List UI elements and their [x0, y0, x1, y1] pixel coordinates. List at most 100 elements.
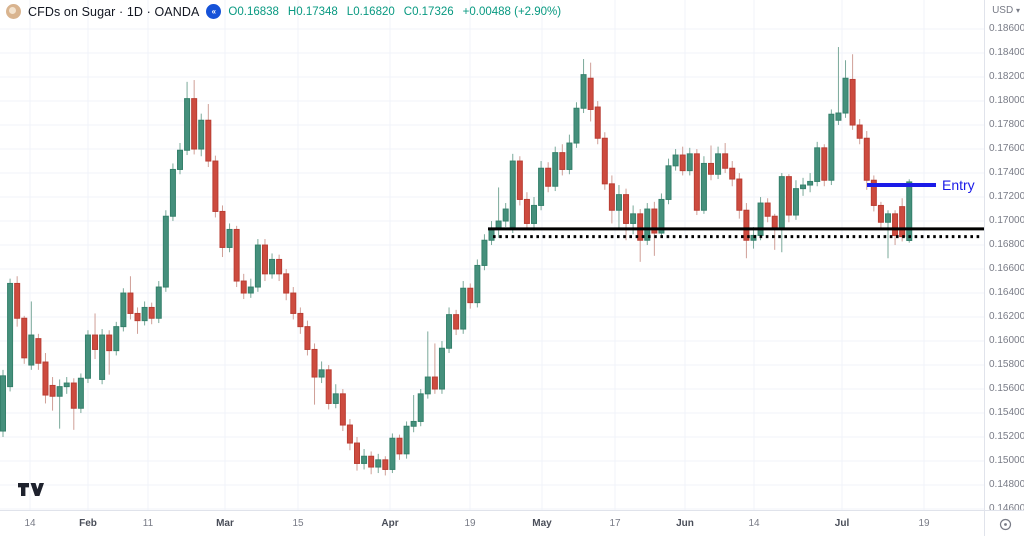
candle — [169, 163, 176, 222]
price-axis-label: 0.17600 — [989, 143, 1024, 155]
candle-body — [658, 198, 665, 234]
candle-body — [566, 142, 573, 170]
candle-body — [28, 334, 35, 366]
candle-body — [899, 206, 906, 238]
candle — [743, 203, 750, 259]
candle — [580, 59, 587, 114]
candle-body — [247, 286, 254, 294]
candle — [814, 141, 821, 187]
candle-body — [77, 377, 84, 409]
candle — [283, 269, 290, 301]
candle-body — [226, 228, 233, 248]
candle-body — [814, 147, 821, 182]
price-axis-label: 0.16200 — [989, 311, 1024, 323]
candle — [177, 143, 183, 175]
candle — [417, 389, 424, 427]
candle-body — [431, 376, 438, 390]
candle-body — [580, 74, 587, 109]
candle-body — [361, 455, 368, 464]
candle-body — [495, 220, 502, 229]
candle — [835, 47, 842, 126]
change-value: +0.00488 (+2.90%) — [462, 5, 562, 18]
time-axis[interactable]: 14 Feb 11 Mar 15 Apr 19 May 17 Jun 14 Jul 19 — [0, 510, 984, 536]
price-axis-label: 0.17400 — [989, 167, 1024, 179]
candle-body — [127, 292, 134, 314]
candle — [155, 281, 162, 324]
time-axis-label: 14 — [748, 518, 760, 529]
candle — [438, 341, 445, 394]
price-axis-label: 0.18600 — [989, 23, 1024, 35]
symbol-title[interactable]: CFDs on Sugar · 1D · OANDA — [28, 4, 200, 19]
price-scale-settings-icon[interactable] — [999, 518, 1012, 531]
entry-label[interactable]: Entry — [942, 177, 975, 193]
candle — [877, 201, 884, 229]
candle-body — [240, 280, 247, 294]
candle-body — [141, 306, 148, 322]
candle-body — [49, 384, 56, 397]
time-axis-label: 19 — [918, 518, 930, 529]
candle — [552, 146, 559, 192]
candle-body — [672, 154, 679, 167]
candle — [162, 210, 169, 292]
candle — [531, 197, 537, 231]
candle-body — [290, 292, 297, 314]
candle-body — [821, 147, 828, 181]
candle — [191, 80, 198, 155]
candle — [481, 234, 488, 271]
candle — [318, 361, 325, 384]
candle-body — [410, 420, 417, 427]
candle-body — [856, 124, 863, 139]
candle-body — [63, 382, 70, 388]
candle-body — [0, 375, 6, 432]
candle-body — [276, 258, 283, 275]
candle — [127, 276, 134, 320]
price-axis-label: 0.17200 — [989, 191, 1024, 203]
candle — [771, 213, 778, 250]
candle-body — [623, 194, 630, 224]
candle — [679, 146, 686, 176]
candle — [615, 185, 622, 229]
currency-selector[interactable]: USD ▾ — [992, 5, 1020, 16]
time-axis-label: Feb — [79, 518, 97, 529]
candle — [906, 179, 913, 243]
grid-layer — [0, 0, 984, 510]
candle-body — [148, 306, 155, 319]
candle — [346, 419, 353, 451]
chart-canvas[interactable]: Entry — [0, 0, 984, 510]
candle-body — [318, 369, 325, 378]
candle — [757, 197, 764, 241]
candle — [21, 315, 28, 364]
candle — [354, 437, 360, 471]
candle — [106, 330, 113, 375]
candle-body — [792, 188, 799, 216]
candle — [28, 301, 35, 370]
candle-body — [120, 292, 127, 328]
candle — [120, 288, 127, 332]
candle-body — [460, 287, 467, 330]
candle — [446, 307, 453, 354]
candle-body — [729, 167, 736, 180]
price-axis-label: 0.15200 — [989, 431, 1024, 443]
candle — [516, 156, 523, 206]
ohlc-item: O0.16838 — [228, 5, 279, 18]
candle — [778, 173, 785, 253]
tradingview-logo[interactable] — [18, 482, 44, 502]
price-axis-label: 0.16600 — [989, 263, 1024, 275]
candle-body — [453, 314, 460, 330]
candle-body — [14, 282, 21, 319]
candle-body — [679, 154, 686, 172]
price-axis-label: 0.16800 — [989, 239, 1024, 251]
candle-body — [134, 312, 141, 322]
price-axis-label: 0.16400 — [989, 287, 1024, 299]
candle-body — [368, 455, 375, 468]
candle-body — [481, 239, 488, 266]
ohlc-values: O0.16838 H0.17348 L0.16820 C0.17326 +0.00488… — [228, 6, 561, 18]
candle-body — [7, 282, 14, 388]
candle — [764, 198, 771, 223]
price-axis[interactable]: USD ▾ 0.18600 0.18400 0.18200 0.18000 0.1780… — [984, 0, 1024, 514]
candle-body — [594, 106, 601, 139]
candle — [339, 389, 346, 432]
candle — [785, 174, 792, 223]
candle — [410, 395, 417, 433]
